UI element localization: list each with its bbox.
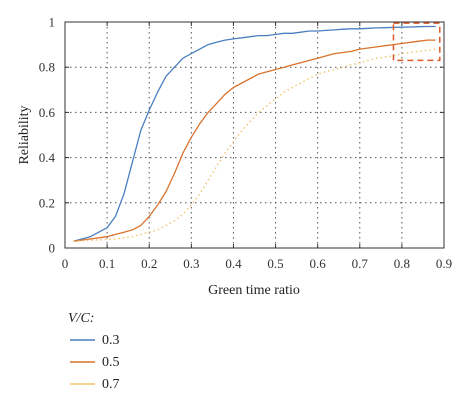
x-tick-label: 0.1 — [99, 256, 115, 271]
x-tick-label: 0.4 — [225, 256, 242, 271]
plot-frame — [64, 21, 445, 249]
series-line-0-5 — [73, 39, 436, 242]
y-axis-label: Reliability — [17, 105, 32, 164]
annotations — [392, 22, 441, 62]
x-axis-label: Green time ratio — [208, 283, 300, 298]
legend-items: 0.3 0.5 0.7 — [70, 333, 120, 392]
x-tick-label: 0.9 — [436, 256, 452, 271]
legend-label-0-5: 0.5 — [102, 355, 120, 370]
legend: V/C: 0.3 0.5 0.7 — [68, 311, 120, 392]
highlight-box — [392, 22, 441, 62]
series-line-0-3 — [73, 25, 436, 242]
x-tick-label: 0 — [62, 256, 69, 271]
x-tick-label: 0.2 — [141, 256, 157, 271]
grid — [65, 22, 444, 248]
series-lines — [73, 25, 436, 242]
y-tick-label: 0.2 — [39, 195, 55, 210]
y-tick-label: 1 — [49, 15, 56, 30]
x-tick-label: 0.5 — [267, 256, 283, 271]
y-tick-label: 0.8 — [39, 60, 55, 75]
legend-label-0-3: 0.3 — [102, 333, 120, 348]
x-tick-label: 0.7 — [352, 256, 369, 271]
legend-label-0-7: 0.7 — [102, 377, 120, 392]
series-line-0-7 — [73, 48, 436, 242]
x-tick-label: 0.8 — [394, 256, 410, 271]
y-tick-label: 0.6 — [39, 105, 56, 120]
ticks: 0 0.1 0.2 0.3 0.4 0.5 0.6 0.7 0.8 0.9 0 0.2 0.4 0.6 0.… — [39, 15, 452, 272]
y-tick-label: 0.4 — [39, 150, 56, 165]
legend-title: V/C: — [68, 311, 94, 326]
y-tick-label: 0 — [49, 241, 56, 256]
x-tick-label: 0.3 — [183, 256, 199, 271]
x-tick-label: 0.6 — [310, 256, 327, 271]
